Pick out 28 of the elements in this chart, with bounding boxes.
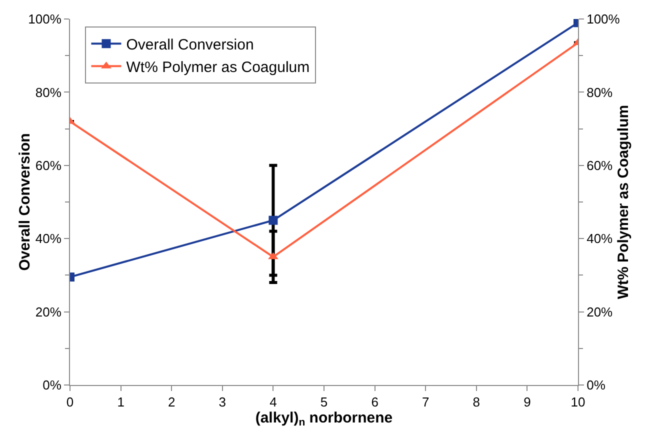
y2-tick-label: 20% xyxy=(586,304,614,320)
y-tick-label: 100% xyxy=(28,12,62,27)
x-tick-label: 1 xyxy=(117,394,124,410)
y-tick-label: 40% xyxy=(35,231,62,246)
y2-axis-title: Wt% Polymer as Coagulum xyxy=(615,104,632,300)
x-tick-label: 2 xyxy=(168,394,176,410)
x-tick-label: 7 xyxy=(422,394,430,410)
legend-label: Wt% Polymer as Coagulum xyxy=(126,58,310,76)
x-tick-label: 8 xyxy=(472,394,480,410)
x-tick-label: 9 xyxy=(524,394,531,410)
y-tick-label: 80% xyxy=(35,84,62,100)
y2-tick-label: 0% xyxy=(586,378,606,393)
x-tick-label: 0 xyxy=(66,394,74,410)
y2-tick-label: 80% xyxy=(586,84,614,100)
y-tick-label: 0% xyxy=(42,378,62,393)
y-axis-title: Overall Conversion xyxy=(16,133,34,271)
legend-label: Overall Conversion xyxy=(126,36,254,54)
y2-tick-label: 60% xyxy=(586,158,614,173)
x-tick-label: 10 xyxy=(570,394,586,410)
y2-tick-label: 40% xyxy=(586,231,614,246)
y2-tick-label: 100% xyxy=(586,12,620,27)
x-tick-label: 5 xyxy=(320,394,328,410)
x-tick-label: 4 xyxy=(270,394,277,410)
x-tick-label: 6 xyxy=(371,394,378,410)
x-tick-label: 3 xyxy=(218,394,226,410)
y-tick-label: 20% xyxy=(35,304,62,320)
x-axis-title: (alkyl)$_{n}$ norbornene xyxy=(255,410,393,429)
y-tick-label: 60% xyxy=(35,158,62,173)
